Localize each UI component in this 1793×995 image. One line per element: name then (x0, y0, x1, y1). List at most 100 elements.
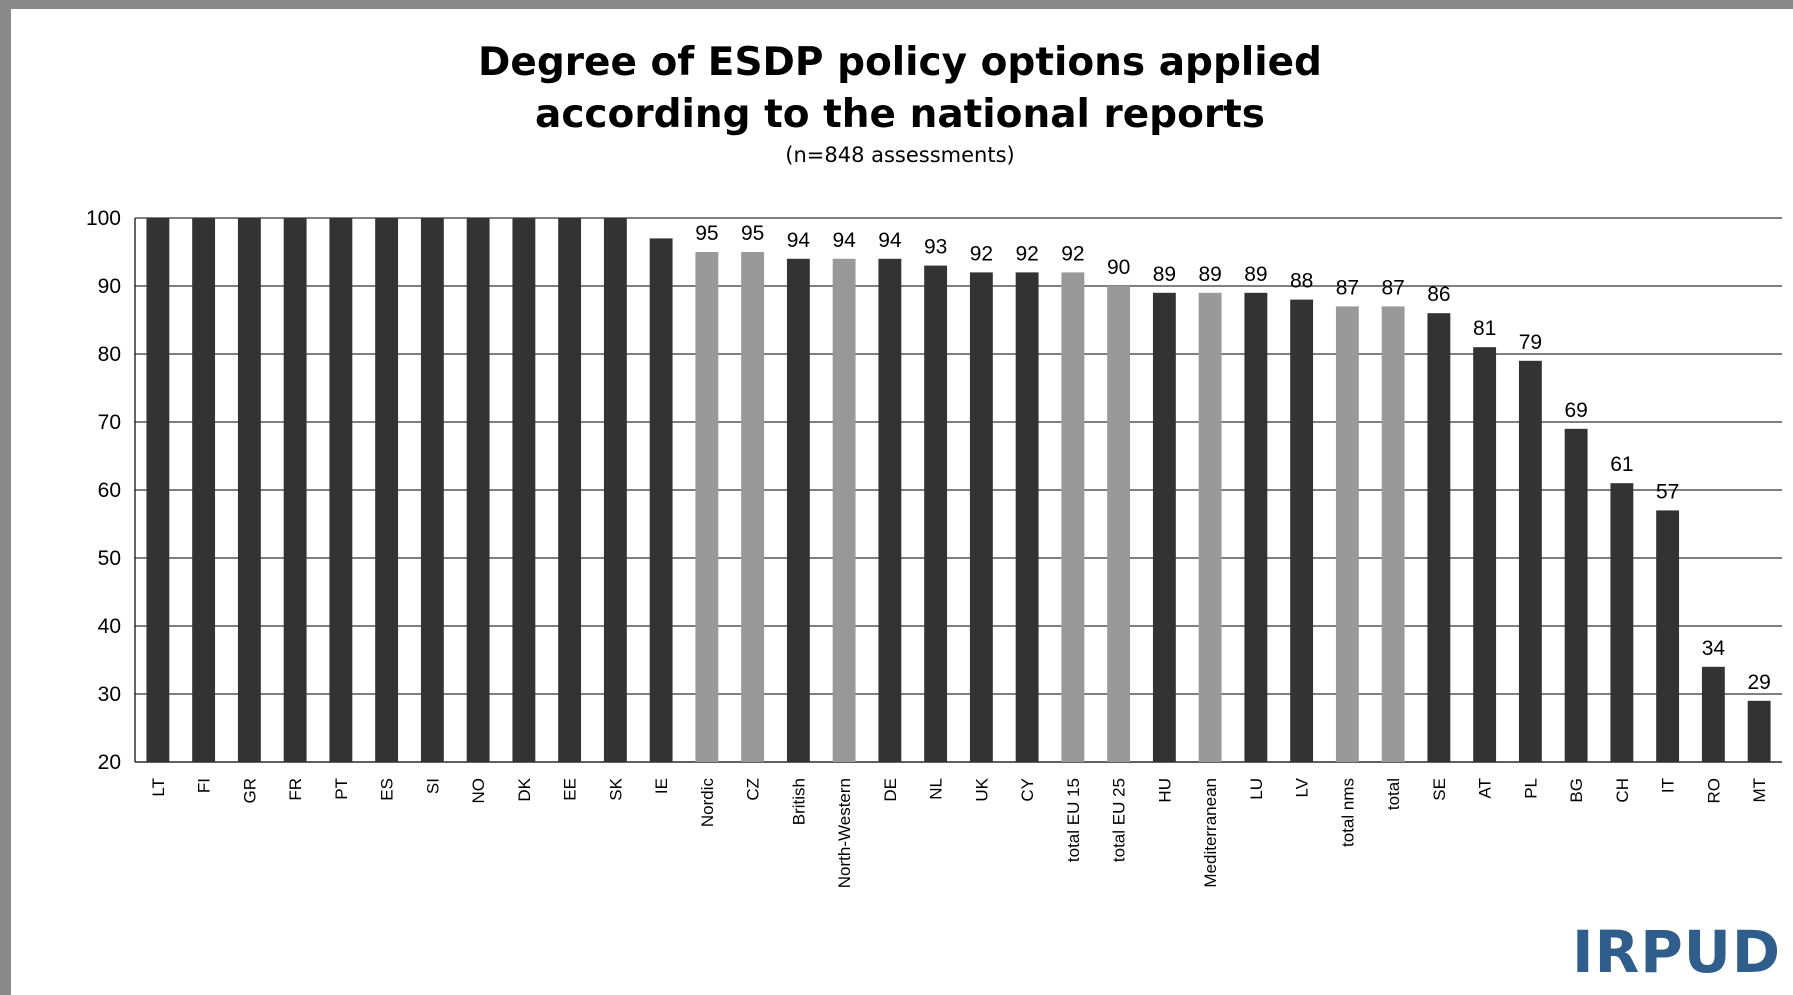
bar-uk (969, 272, 993, 762)
data-label: 90 (1107, 256, 1130, 279)
bar-gr (237, 218, 261, 762)
category-label: SI (423, 778, 442, 794)
y-tick-label: 40 (98, 615, 121, 638)
data-label: 92 (970, 242, 993, 265)
data-label: 34 (1702, 637, 1726, 660)
data-label: 95 (741, 222, 764, 245)
bar-mt (1747, 700, 1771, 762)
y-tick-label: 20 (98, 751, 121, 774)
category-label: Mediterranean (1201, 778, 1220, 888)
category-label: MT (1750, 778, 1769, 803)
y-tick-label: 70 (98, 411, 121, 434)
y-tick-label: 30 (98, 683, 121, 706)
bar-total-eu-25 (1107, 286, 1131, 762)
category-label: CY (1018, 778, 1037, 802)
category-label: DE (881, 778, 900, 802)
data-label: 61 (1610, 453, 1633, 476)
category-label: SK (606, 777, 625, 800)
bar-ee (558, 218, 582, 762)
frame-border-left (0, 0, 11, 995)
category-label: LT (149, 778, 168, 797)
category-label: GR (240, 778, 259, 804)
category-label: total nms (1338, 778, 1357, 847)
data-label: 81 (1473, 317, 1496, 340)
category-label: HU (1155, 778, 1174, 803)
bar-total-nms (1335, 306, 1359, 762)
bar-total (1381, 306, 1405, 762)
data-label: 94 (832, 229, 856, 252)
bar-lv (1290, 299, 1314, 762)
frame-border-top (0, 0, 1793, 9)
data-label: 92 (1015, 242, 1038, 265)
bar-hu (1152, 292, 1176, 762)
category-label: PL (1521, 778, 1540, 799)
category-label: North-Western (835, 778, 854, 888)
category-label: FR (286, 778, 305, 801)
bar-es (375, 218, 399, 762)
bar-mediterranean (1198, 292, 1222, 762)
data-label: 86 (1427, 283, 1450, 306)
category-label: LU (1247, 778, 1266, 800)
bar-at (1473, 347, 1497, 762)
data-label: 79 (1519, 331, 1542, 354)
bar-fr (283, 218, 307, 762)
y-tick-label: 90 (98, 275, 121, 298)
chart-title-line-2: according to the national reports (535, 92, 1265, 137)
category-label: ES (378, 778, 397, 801)
data-label: 95 (695, 222, 718, 245)
category-label: UK (972, 777, 991, 801)
bar-bg (1564, 428, 1588, 762)
bar-lu (1244, 292, 1268, 762)
bar-ie (649, 238, 673, 762)
category-label: AT (1476, 778, 1495, 798)
category-label: FI (195, 778, 214, 793)
category-label: total (1384, 778, 1403, 810)
bar-cy (1015, 272, 1039, 762)
bar-sk (603, 218, 627, 762)
category-label: BG (1567, 778, 1586, 803)
y-axis-title: principles applies in % of all principle… (46, 284, 71, 752)
data-label: 87 (1336, 276, 1359, 299)
bar-british (786, 258, 810, 762)
category-label: EE (561, 778, 580, 801)
data-label: 57 (1656, 480, 1679, 503)
data-label: 87 (1381, 276, 1404, 299)
bar-fi (192, 218, 216, 762)
bar-lt (146, 218, 170, 762)
y-tick-label: 100 (86, 207, 121, 230)
category-label: LV (1293, 777, 1312, 797)
data-label: 29 (1747, 671, 1770, 694)
category-label: CH (1613, 778, 1632, 803)
category-label: IT (1659, 778, 1678, 793)
bar-de (878, 258, 902, 762)
category-label: NO (469, 778, 488, 804)
category-label: RO (1704, 778, 1723, 804)
bar-se (1427, 313, 1451, 762)
data-label: 94 (787, 229, 811, 252)
data-label: 88 (1290, 270, 1313, 293)
bar-pt (329, 218, 353, 762)
chart-subtitle: (n=848 assessments) (785, 143, 1015, 167)
data-label: 69 (1564, 399, 1587, 422)
y-tick-label: 80 (98, 343, 121, 366)
data-label: 93 (924, 236, 947, 259)
bar-pl (1518, 360, 1542, 762)
category-label: total EU 25 (1110, 778, 1129, 862)
bar-nl (924, 265, 948, 762)
bar-total-eu-15 (1061, 272, 1085, 762)
category-label: IE (652, 778, 671, 794)
bar-dk (512, 218, 536, 762)
data-label: 92 (1061, 242, 1084, 265)
bar-it (1656, 510, 1680, 762)
bar-no (466, 218, 490, 762)
data-label: 89 (1153, 263, 1176, 286)
y-tick-label: 60 (98, 479, 121, 502)
category-label: Nordic (698, 778, 717, 828)
data-label: 94 (878, 229, 902, 252)
chart-title-line-1: Degree of ESDP policy options applied (478, 40, 1322, 85)
y-tick-label: 50 (98, 547, 121, 570)
category-label: NL (927, 778, 946, 800)
bar-ch (1610, 483, 1634, 762)
bar-nordic (695, 252, 719, 762)
